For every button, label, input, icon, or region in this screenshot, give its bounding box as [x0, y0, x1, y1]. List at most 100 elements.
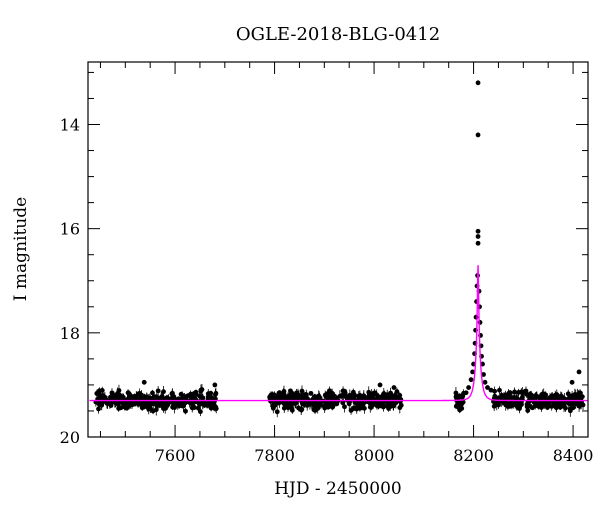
data-point	[321, 402, 327, 410]
data-point	[514, 395, 520, 401]
data-point	[506, 390, 512, 397]
data-point	[354, 404, 360, 414]
data-point	[377, 400, 383, 409]
data-point	[566, 397, 572, 409]
data-point	[576, 369, 582, 375]
data-point	[367, 397, 373, 403]
data-point	[481, 372, 486, 377]
data-point	[366, 386, 372, 399]
data-point	[475, 80, 481, 86]
x-tick-label: 8400	[553, 446, 594, 465]
data-point	[126, 401, 132, 410]
data-point	[485, 385, 490, 390]
data-point	[198, 384, 204, 396]
data-point	[118, 405, 124, 411]
data-point	[141, 379, 147, 385]
x-tick-label: 7600	[155, 446, 196, 465]
data-points	[93, 80, 586, 418]
data-point	[348, 406, 354, 415]
data-point	[139, 404, 145, 411]
data-point	[274, 406, 280, 418]
x-tick-label: 8200	[453, 446, 494, 465]
data-point	[477, 320, 483, 325]
data-point	[391, 385, 397, 390]
data-point	[172, 401, 178, 408]
data-point	[183, 408, 188, 415]
data-point	[524, 404, 530, 410]
data-point	[311, 407, 317, 413]
data-point	[545, 402, 551, 410]
data-point	[136, 400, 142, 408]
data-point	[475, 234, 481, 239]
y-tick-label: 14	[60, 116, 80, 135]
data-point	[315, 403, 321, 414]
data-point	[530, 405, 535, 411]
data-point	[497, 386, 502, 395]
x-tick-label: 7800	[254, 446, 295, 465]
y-tick-label: 20	[60, 428, 80, 447]
y-tick-label: 16	[60, 220, 80, 239]
data-point	[115, 387, 120, 400]
data-point	[188, 390, 194, 398]
data-point	[466, 385, 471, 390]
data-point	[522, 388, 528, 394]
data-point	[565, 389, 571, 399]
data-point	[299, 405, 305, 413]
data-point	[468, 377, 474, 383]
data-point	[139, 390, 144, 401]
data-point	[268, 391, 274, 399]
data-point	[288, 402, 294, 412]
data-point	[492, 386, 498, 396]
model-curve	[89, 265, 588, 402]
data-point	[208, 390, 214, 396]
data-point	[203, 400, 208, 406]
data-point	[100, 392, 106, 399]
x-axis-label: HJD - 2450000	[274, 479, 402, 499]
data-point	[554, 403, 559, 410]
data-point	[288, 388, 293, 394]
data-point	[535, 402, 540, 408]
data-point	[126, 390, 132, 397]
data-point	[457, 393, 463, 401]
data-point	[159, 403, 164, 409]
data-point	[475, 228, 481, 234]
data-point	[97, 400, 103, 408]
data-point	[150, 407, 156, 415]
data-point	[118, 392, 124, 404]
data-point	[212, 388, 218, 401]
x-tick-label: 8000	[354, 446, 395, 465]
data-point	[508, 403, 514, 409]
axis-ticks: 7600 7800 8000 8200 8400 14 16 18 20	[60, 62, 594, 465]
data-point	[271, 392, 277, 404]
plot-frame	[87, 61, 589, 438]
data-point	[567, 404, 573, 417]
data-point	[361, 402, 367, 414]
data-point	[475, 132, 481, 138]
data-point	[380, 402, 386, 412]
data-point	[323, 391, 329, 402]
data-point	[549, 392, 555, 400]
data-point	[155, 386, 161, 396]
data-point	[329, 388, 335, 398]
data-point	[570, 405, 576, 411]
data-point	[308, 390, 314, 396]
data-point	[384, 403, 390, 409]
data-point	[339, 393, 345, 400]
data-point	[463, 390, 469, 396]
chart-title: OGLE-2018-BLG-0412	[236, 24, 440, 45]
data-point	[150, 389, 155, 397]
data-point	[515, 403, 520, 411]
data-point	[112, 397, 118, 408]
data-point	[563, 404, 568, 412]
data-point	[482, 379, 488, 385]
data-point	[569, 379, 575, 385]
data-point	[212, 382, 218, 388]
data-point	[303, 389, 309, 401]
data-point	[537, 394, 543, 400]
data-point	[279, 392, 284, 399]
data-point	[180, 403, 185, 409]
data-point	[377, 382, 383, 388]
data-point	[187, 397, 192, 408]
data-point	[475, 240, 481, 246]
